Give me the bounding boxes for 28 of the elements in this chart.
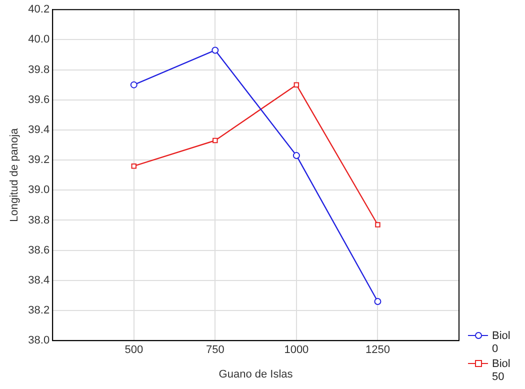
y-tick-label: 40.2 [28, 4, 50, 16]
point [294, 82, 300, 88]
x-tick-label: 1250 [365, 344, 390, 356]
point [375, 222, 380, 228]
y-tick-label: 38.8 [28, 214, 50, 226]
y-tick-label: 38.2 [28, 304, 50, 317]
point [130, 81, 138, 88]
y-tick-label: 38.6 [28, 244, 50, 256]
y-tick-label: 39.4 [28, 124, 50, 136]
point [374, 298, 382, 305]
legend-label: Biol 0 [492, 330, 512, 356]
point [131, 163, 137, 169]
y-tick-label: 39.2 [28, 154, 50, 166]
y-axis-title: Longitud de panoja [8, 127, 21, 222]
legend-label: Biol 50 [492, 358, 512, 384]
y-tick-label: 38.4 [28, 274, 50, 286]
y-tick-label: 39.0 [28, 184, 50, 196]
x-axis-title: Guano de Islas [218, 368, 294, 380]
y-tick-label: 38.0 [28, 334, 50, 347]
point [212, 46, 219, 54]
y-tick-label: 39.8 [28, 64, 50, 76]
point [212, 138, 218, 144]
y-tick-label: 40.0 [28, 34, 50, 46]
y-tick-label: 39.6 [28, 94, 50, 106]
x-tick-label: 750 [206, 344, 224, 356]
point [292, 152, 300, 160]
x-tick-label: 500 [124, 344, 144, 356]
x-tick-label: 1000 [284, 344, 309, 356]
